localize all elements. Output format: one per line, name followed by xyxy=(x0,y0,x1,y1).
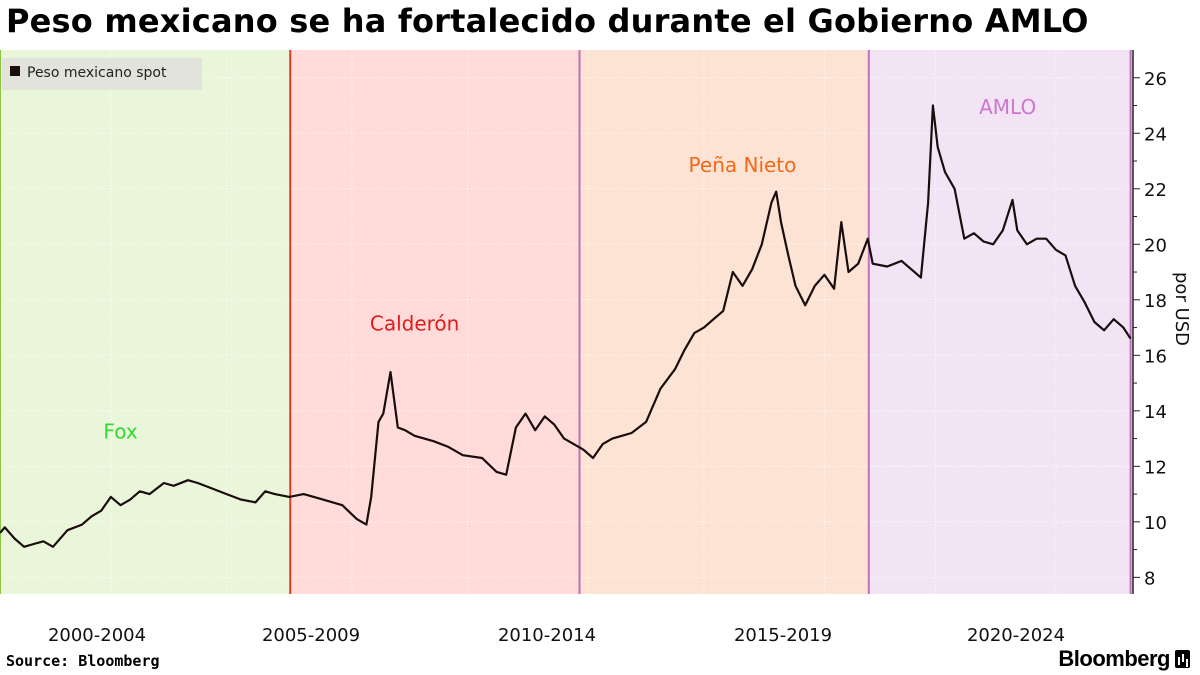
y-tick-label: 8 xyxy=(1144,568,1155,589)
admin-label-pe-a-nieto: Peña Nieto xyxy=(689,153,797,177)
y-tick-label: 16 xyxy=(1144,346,1167,367)
y-tick-label: 18 xyxy=(1144,291,1167,312)
administration-boundaries xyxy=(0,50,1132,594)
y-tick-label: 10 xyxy=(1144,513,1167,534)
series-line-peso-spot xyxy=(0,104,1132,548)
y-tick-label: 20 xyxy=(1144,235,1167,256)
grid-lines xyxy=(0,50,1133,594)
x-period-label: 2000-2004 xyxy=(48,625,146,646)
y-axis-label: por USD xyxy=(1171,272,1192,346)
x-period-label: 2005-2009 xyxy=(262,625,360,646)
chart-title: Peso mexicano se ha fortalecido durante … xyxy=(6,2,1089,40)
administration-bands xyxy=(0,50,1133,594)
x-period-label: 2010-2014 xyxy=(498,625,596,646)
admin-label-calder-n: Calderón xyxy=(370,311,459,335)
y-tick-label: 26 xyxy=(1144,69,1167,90)
x-period-label: 2015-2019 xyxy=(734,625,832,646)
x-period-label: 2020-2024 xyxy=(967,625,1065,646)
y-tick-label: 22 xyxy=(1144,180,1167,201)
band-amlo xyxy=(868,50,1133,594)
legend-swatch xyxy=(10,66,20,76)
brand-text: Bloomberg xyxy=(1058,646,1170,671)
admin-label-amlo: AMLO xyxy=(979,95,1036,119)
band-fox xyxy=(0,50,291,594)
band-pe-a-nieto xyxy=(579,50,869,594)
y-tick-label: 14 xyxy=(1144,402,1167,423)
bloomberg-terminal-icon xyxy=(1175,650,1190,668)
administration-labels: Fox Calderón Peña Nieto AMLO xyxy=(103,95,1036,444)
admin-label-fox: Fox xyxy=(103,420,137,444)
legend: Peso mexicano spot xyxy=(2,58,202,90)
x-axis-labels: 2000-2004 2005-2009 2010-2014 2015-2019 2020… xyxy=(48,625,1065,646)
y-tick-label: 12 xyxy=(1144,457,1167,478)
legend-box xyxy=(2,58,202,90)
legend-label: Peso mexicano spot xyxy=(27,65,167,81)
source-note: Source: Bloomberg xyxy=(6,652,160,670)
y-axis: 8 10 12 14 16 18 20 22 24 26 xyxy=(1132,50,1167,594)
y-tick-label: 24 xyxy=(1144,124,1167,145)
bloomberg-logo: Bloomberg xyxy=(1058,646,1190,672)
